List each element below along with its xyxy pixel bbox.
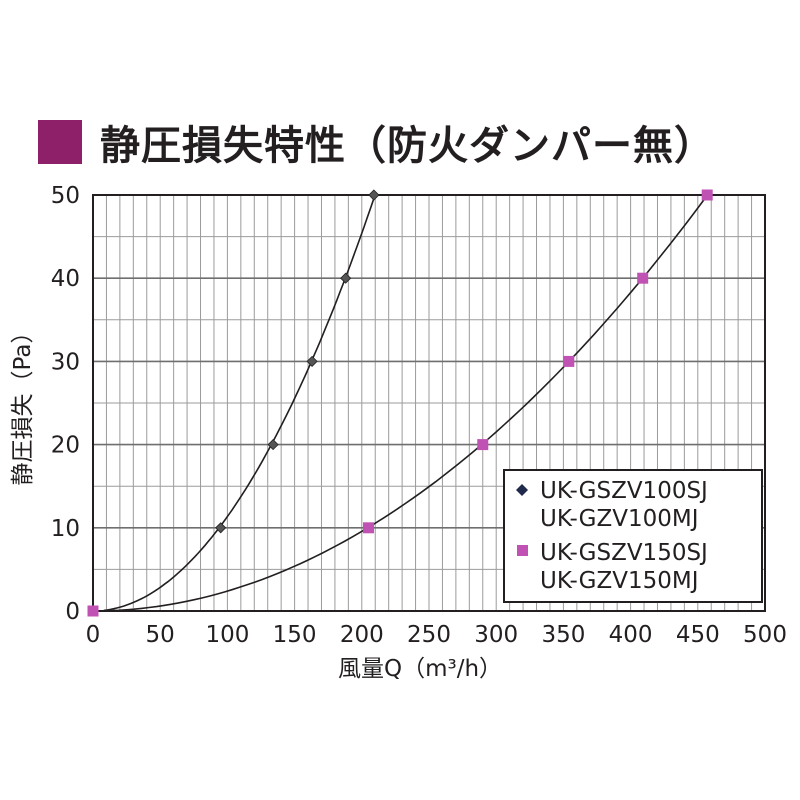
legend-label-series-2-line-1: UK-GSZV150SJ: [540, 540, 708, 566]
legend-label-series-2-line-2: UK-GZV150MJ: [540, 568, 698, 594]
legend-box: [503, 469, 763, 603]
x-tick-label: 350: [541, 622, 585, 648]
y-axis-ticks: 0 10 20 30 40 50: [51, 183, 80, 625]
y-tick-label: 20: [51, 433, 80, 459]
legend-marker-diamond: [516, 484, 528, 496]
series-markers: [87, 189, 713, 617]
x-tick-label: 50: [146, 622, 175, 648]
y-tick-label: 0: [65, 599, 80, 625]
y-tick-label: 30: [51, 349, 80, 375]
series-1-point: [215, 522, 227, 534]
x-tick-label: 500: [743, 622, 787, 648]
x-tick-label: 150: [273, 622, 317, 648]
legend-marker-square: [517, 545, 528, 556]
series-curves: [103, 194, 708, 612]
series-1-point: [267, 439, 279, 451]
series-1-point: [340, 272, 352, 284]
x-axis-ticks: 0 50 100 150 200 250 300 350 400 450 500: [86, 622, 787, 648]
legend-label-series-1-line-1: UK-GSZV100SJ: [540, 478, 708, 504]
legend-label-series-1-line-2: UK-GZV100MJ: [540, 506, 698, 532]
y-tick-label: 40: [51, 266, 80, 292]
x-tick-label: 250: [407, 622, 451, 648]
series-2-point: [477, 439, 489, 451]
title-square-icon: [38, 120, 82, 164]
x-tick-label: 400: [609, 622, 653, 648]
x-tick-label: 450: [676, 622, 720, 648]
x-axis-label: 風量Q（m³/h）: [338, 656, 502, 682]
y-axis-label: 静圧損失（Pa）: [10, 321, 36, 486]
series-1-point: [306, 355, 318, 367]
y-tick-label: 50: [51, 183, 80, 209]
x-tick-label: 0: [86, 622, 101, 648]
legend: UK-GSZV100SJ UK-GZV100MJ UK-GSZV150SJ UK…: [503, 469, 763, 603]
plot-frame: [92, 194, 766, 612]
series-1-point: [368, 189, 380, 201]
series-2-point: [701, 189, 713, 201]
y-tick-label: 10: [51, 516, 80, 542]
x-tick-label: 300: [474, 622, 518, 648]
series-2-line: [103, 194, 708, 612]
chart-title-block: 静圧損失特性（防火ダンパー無）: [38, 112, 715, 172]
series-2-point: [637, 272, 649, 284]
series-2-point: [363, 522, 375, 534]
series-1-line: [103, 198, 375, 612]
x-tick-label: 200: [340, 622, 384, 648]
series-2-point: [563, 355, 575, 367]
series-2-point: [87, 605, 99, 617]
chart-title: 静圧損失特性（防火ダンパー無）: [100, 123, 715, 169]
x-tick-label: 100: [205, 622, 249, 648]
